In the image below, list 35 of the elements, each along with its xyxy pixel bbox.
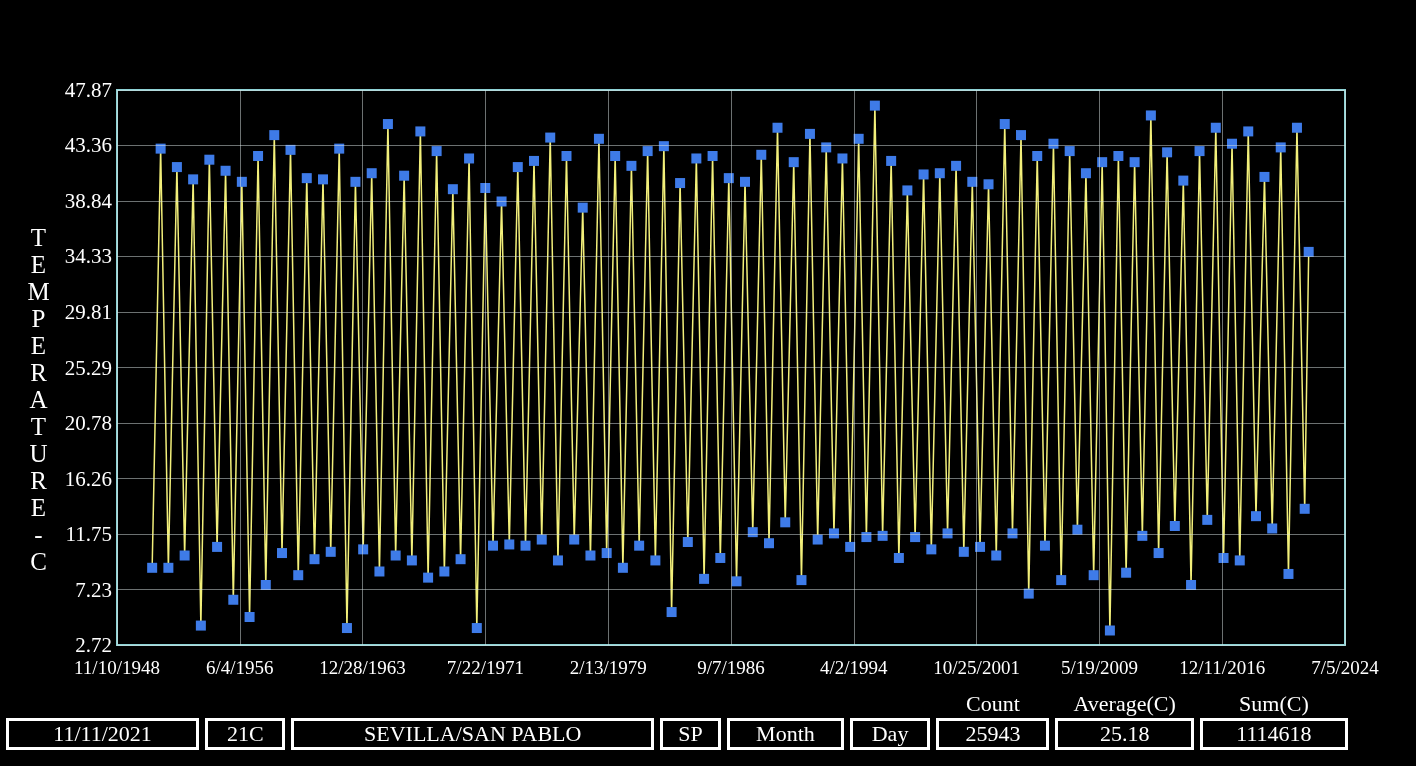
table-cell: Day (849, 718, 931, 750)
x-tick-label: 5/19/2009 (1060, 657, 1138, 678)
x-tick-label: 9/7/1986 (697, 657, 765, 678)
y-tick-label: 43.36 (64, 133, 112, 158)
y-tick-label: 38.84 (64, 189, 113, 213)
x-tick-label: 7/5/2024 (1311, 657, 1380, 678)
table-cell: 1114618 (1199, 718, 1348, 750)
y-tick-label: 2.72 (75, 633, 112, 657)
table-cell: 25.18 (1055, 718, 1194, 750)
text: Average(C) (1072, 690, 1177, 718)
x-tick-label: 11/10/1948 (74, 657, 160, 678)
y-tick-label: 25.29 (64, 355, 112, 380)
x-tick-label: 2/13/1979 (569, 657, 647, 678)
x-tick-label: 10/25/2001 (933, 657, 1020, 678)
y-tick-label: 47.87 (64, 78, 112, 102)
table-cell: 25943 (936, 718, 1050, 750)
y-tick-label: 29.81 (64, 300, 112, 324)
x-tick-label: 7/22/1971 (446, 657, 524, 678)
text: Count (964, 690, 1021, 718)
x-tick-label: 4/2/1994 (820, 657, 889, 678)
x-tick-label: 12/28/1963 (319, 657, 406, 678)
y-tick-label: 11.75 (65, 522, 112, 546)
table-cell: SEVILLA/SAN PABLO (291, 718, 654, 750)
y-tick-label: 34.33 (64, 244, 112, 269)
table-cell: Month (726, 718, 844, 750)
table-cell: 11/11/2021 (6, 718, 200, 750)
x-tick-label: 12/11/2016 (1179, 657, 1266, 678)
x-tick-label: 6/4/1956 (206, 657, 274, 678)
y-tick-label: 16.26 (64, 466, 112, 491)
table-cell: SP (660, 718, 721, 750)
table-cell: 21C (205, 718, 286, 750)
y-tick-label: 7.23 (75, 577, 112, 602)
y-axis-title: TEMPERATURE-C (24, 224, 52, 575)
text: Sum(C) (1238, 690, 1310, 718)
y-tick-label: 20.78 (64, 411, 112, 435)
